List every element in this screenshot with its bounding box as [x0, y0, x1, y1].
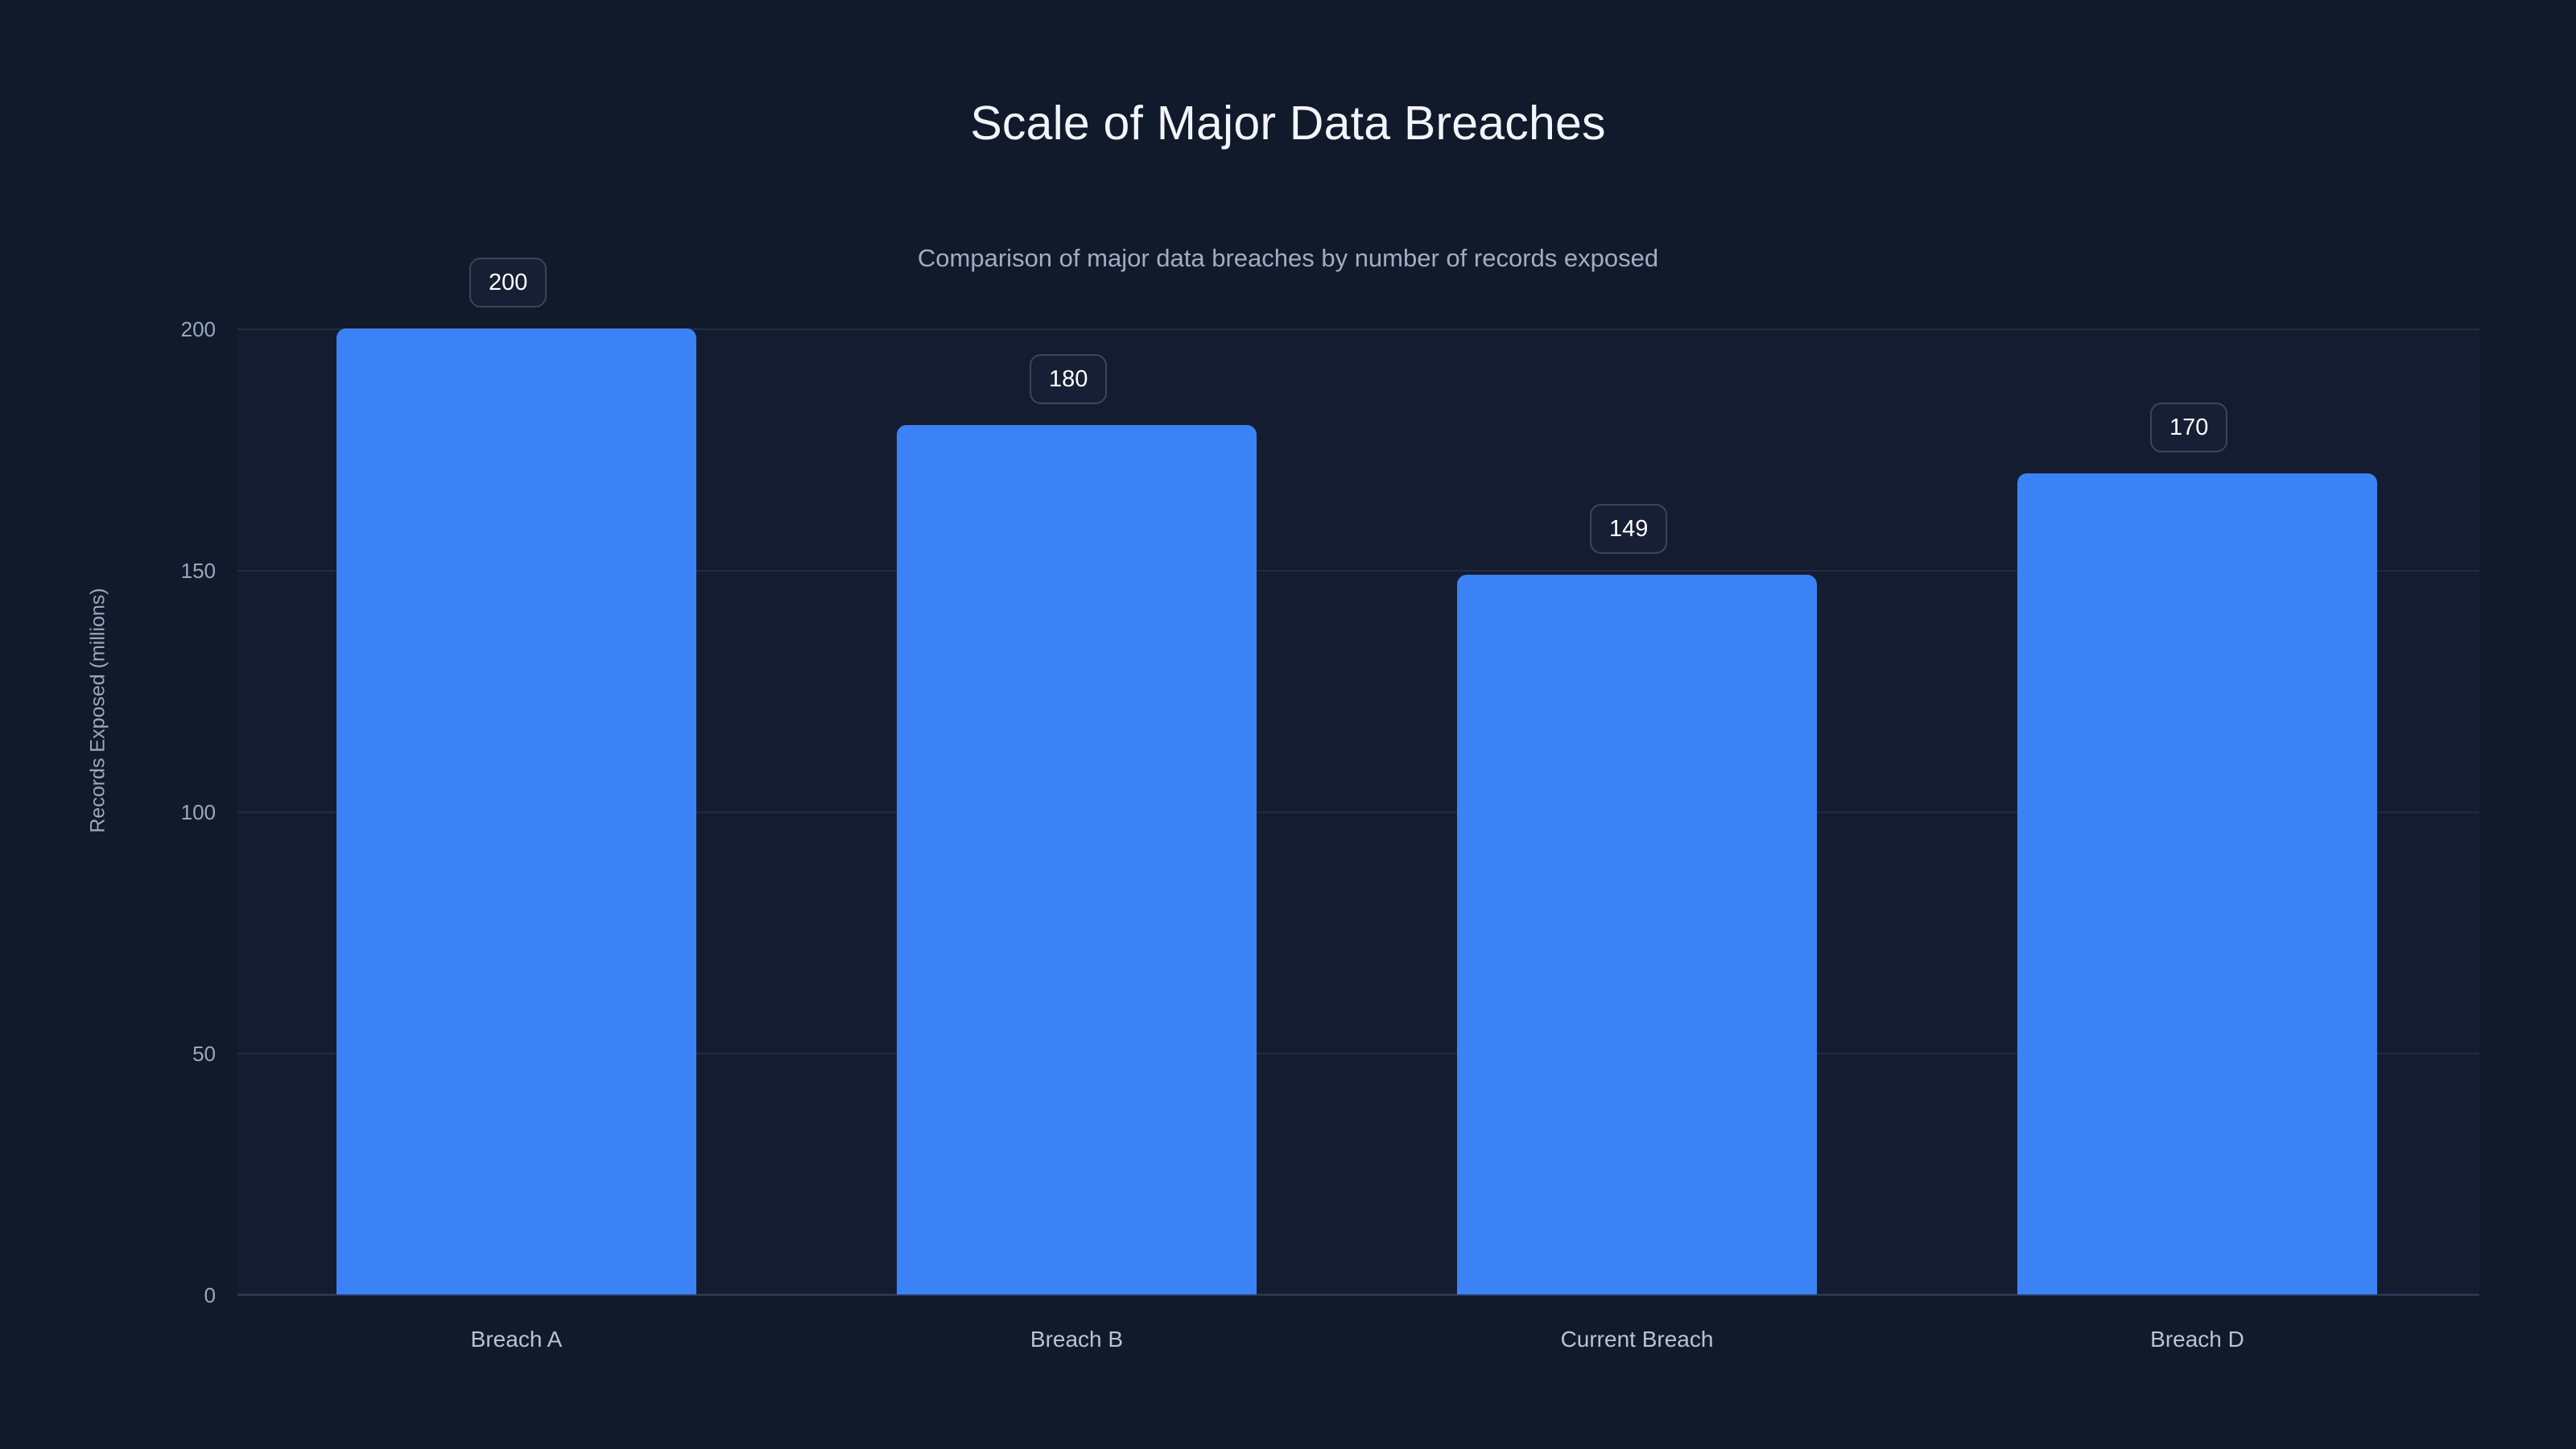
y-axis-tick-0: 0	[204, 1283, 216, 1307]
value-badge-breach-a: 200	[469, 258, 547, 308]
y-axis-title: Records Exposed (millions)	[86, 588, 109, 833]
x-axis-label-current-breach: Current Breach	[1560, 1327, 1714, 1352]
y-axis-tick-150: 150	[180, 559, 216, 583]
gridline-150	[237, 570, 2479, 572]
x-axis-label-breach-b: Breach B	[1030, 1327, 1124, 1352]
value-badge-current-breach: 149	[1590, 504, 1668, 554]
axis-baseline-zero	[237, 1294, 2479, 1296]
y-axis-tick-100: 100	[180, 800, 216, 824]
gridline-50	[237, 1053, 2479, 1055]
bar-current-breach[interactable]	[1457, 575, 1817, 1294]
x-axis-label-breach-a: Breach A	[470, 1327, 563, 1352]
x-axis-label-breach-d: Breach D	[2150, 1327, 2244, 1352]
chart-title: Scale of Major Data Breaches	[970, 97, 1606, 150]
bar-breach-d[interactable]	[2017, 473, 2377, 1294]
y-axis-tick-50: 50	[192, 1042, 216, 1066]
value-badge-breach-b: 180	[1030, 354, 1108, 404]
bar-breach-b[interactable]	[897, 425, 1257, 1294]
chart-subtitle: Comparison of major data breaches by num…	[917, 244, 1659, 272]
y-axis-tick-200: 200	[180, 317, 216, 341]
gridline-200	[237, 328, 2479, 330]
gridline-100	[237, 811, 2479, 813]
value-badge-breach-d: 170	[2150, 402, 2228, 452]
bar-breach-a[interactable]	[336, 328, 696, 1294]
